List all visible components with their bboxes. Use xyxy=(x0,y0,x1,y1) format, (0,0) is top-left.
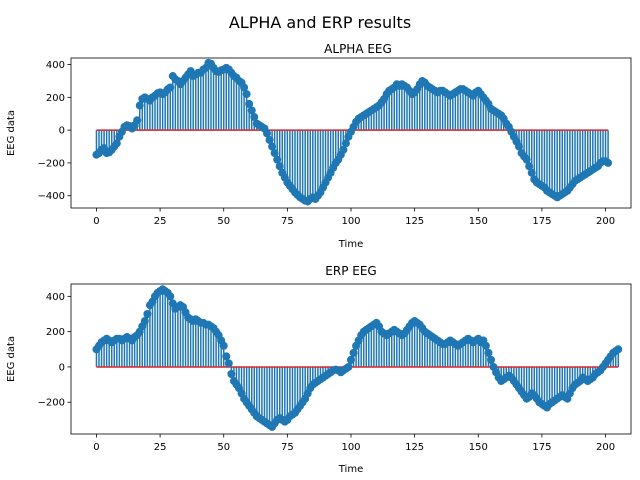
erp-marker xyxy=(224,359,233,368)
alpha-ytick-label: −200 xyxy=(38,158,65,169)
alpha-marker xyxy=(341,139,350,148)
alpha-marker xyxy=(112,139,121,148)
alpha-marker xyxy=(245,99,254,108)
alpha-marker xyxy=(250,113,259,122)
alpha-xtick-label: 200 xyxy=(596,216,615,227)
alpha-xtick-label: 125 xyxy=(405,216,424,227)
chart-alpha-eeg: ALPHA EEG 0 25 50 75 100 125 150 175 200 −400 −20… xyxy=(6,42,632,250)
alpha-marker xyxy=(522,155,531,164)
alpha-xtick-label: 150 xyxy=(469,216,488,227)
erp-xtick-label: 175 xyxy=(532,442,551,453)
erp-marker xyxy=(166,292,175,301)
erp-ytick-label: −200 xyxy=(38,398,65,409)
erp-xtick-label: 125 xyxy=(405,442,424,453)
figure-title: ALPHA and ERP results xyxy=(229,13,411,32)
chart-erp-eeg: ERP EEG 0 25 50 75 100 125 150 175 200 −200 0 200 4… xyxy=(6,264,632,475)
alpha-marker xyxy=(240,83,249,92)
erp-xtick-label: 50 xyxy=(217,442,230,453)
erp-marker xyxy=(143,310,152,318)
alpha-marker xyxy=(265,135,274,144)
erp-xlabel: Time xyxy=(338,464,363,475)
erp-xtick-label: 75 xyxy=(281,442,294,453)
erp-ytick-label: 400 xyxy=(46,292,65,303)
alpha-xtick-label: 0 xyxy=(93,216,99,227)
erp-marker xyxy=(140,317,149,326)
erp-marker xyxy=(344,362,353,371)
erp-marker xyxy=(614,345,623,354)
erp-marker xyxy=(222,352,231,361)
erp-ytick-label: 200 xyxy=(46,327,65,338)
alpha-marker xyxy=(527,168,536,177)
alpha-xtick-label: 75 xyxy=(281,216,294,227)
erp-marker xyxy=(227,370,236,378)
alpha-xtick-label: 175 xyxy=(532,216,551,227)
alpha-marker xyxy=(604,158,613,167)
alpha-xtick-label: 50 xyxy=(217,216,230,227)
alpha-marker xyxy=(339,145,348,154)
erp-marker xyxy=(481,341,490,350)
alpha-ytick-label: −400 xyxy=(38,191,65,202)
alpha-marker xyxy=(525,162,534,171)
alpha-marker xyxy=(166,83,175,92)
alpha-chart-title: ALPHA EEG xyxy=(324,42,392,56)
alpha-marker xyxy=(270,149,279,158)
alpha-xtick-label: 25 xyxy=(154,216,167,227)
alpha-marker xyxy=(273,155,282,164)
erp-ytick-label: 0 xyxy=(59,362,65,373)
alpha-ytick-label: 200 xyxy=(46,93,65,104)
alpha-ylabel: EEG data xyxy=(6,110,17,156)
alpha-marker xyxy=(275,162,284,171)
erp-xtick-label: 100 xyxy=(341,442,360,453)
alpha-ytick-label: 0 xyxy=(59,126,65,137)
erp-xtick-label: 200 xyxy=(596,442,615,453)
erp-marker xyxy=(347,355,355,364)
erp-marker xyxy=(484,348,493,357)
alpha-marker xyxy=(263,129,271,138)
erp-ylabel: EEG data xyxy=(6,336,17,382)
erp-xtick-label: 25 xyxy=(154,442,167,453)
alpha-xtick-label: 100 xyxy=(341,216,360,227)
alpha-marker xyxy=(135,101,144,110)
erp-marker xyxy=(349,348,358,357)
alpha-marker xyxy=(133,116,142,125)
alpha-ytick-label: 400 xyxy=(46,60,65,71)
erp-chart-title: ERP EEG xyxy=(325,264,376,278)
alpha-xlabel: Time xyxy=(338,239,363,250)
alpha-marker xyxy=(242,90,251,99)
erp-xtick-label: 150 xyxy=(469,442,488,453)
alpha-marker xyxy=(515,142,523,151)
erp-marker xyxy=(219,341,228,350)
alpha-marker xyxy=(268,142,277,151)
erp-marker xyxy=(487,355,495,364)
alpha-marker xyxy=(247,106,256,115)
erp-xtick-label: 0 xyxy=(93,442,99,453)
